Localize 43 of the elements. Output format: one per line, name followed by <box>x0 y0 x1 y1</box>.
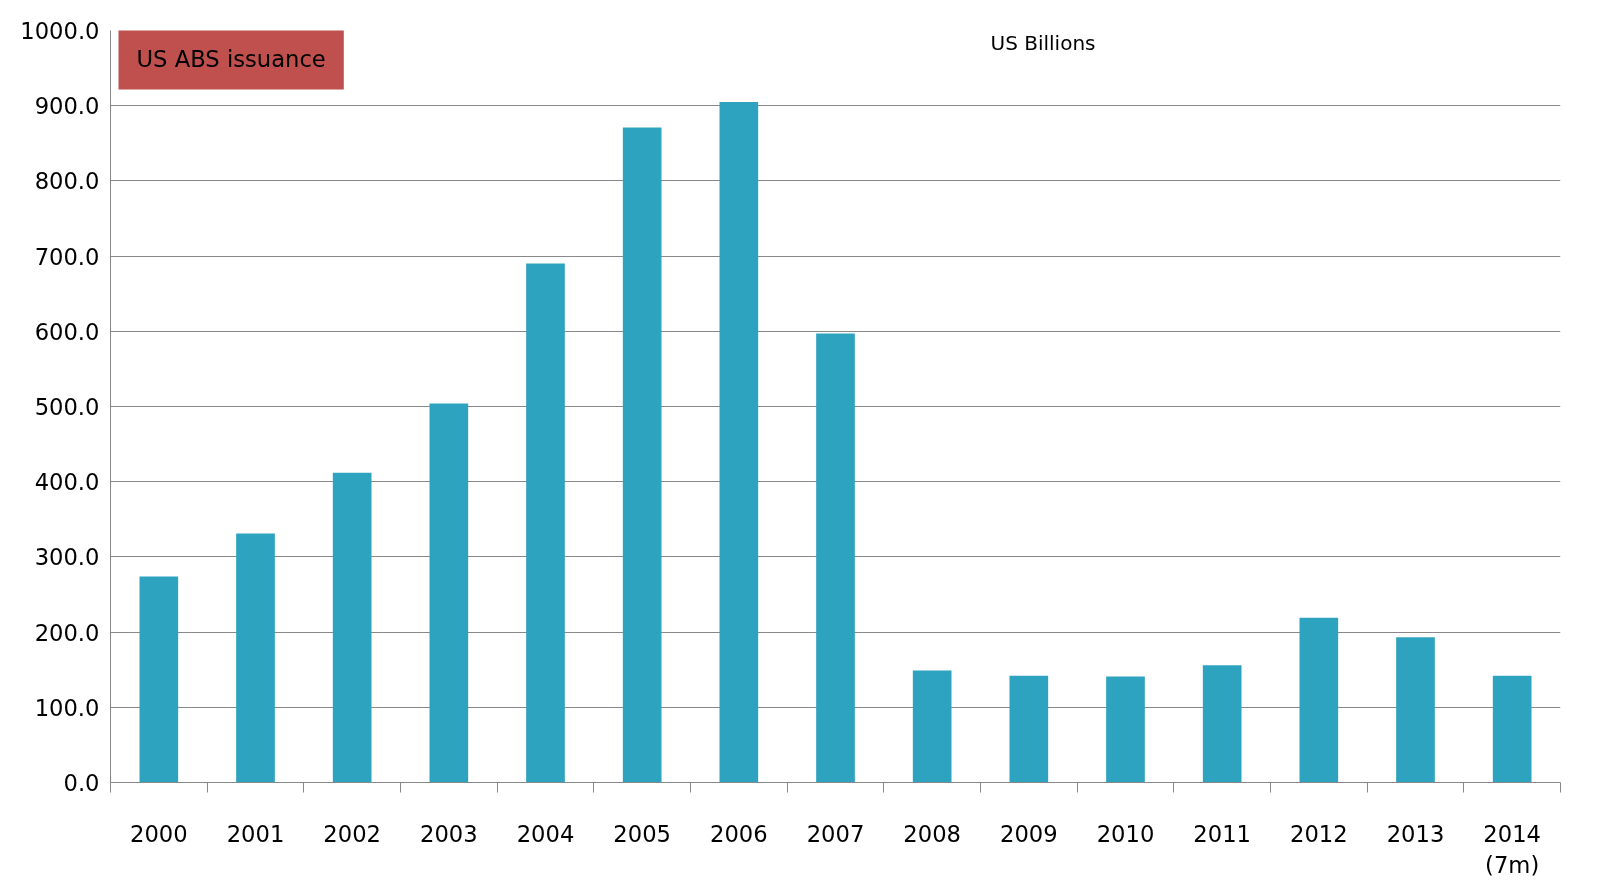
x-tick-label: 2005 <box>613 820 672 847</box>
bar <box>816 333 855 783</box>
x-tick-label: 2002 <box>323 820 382 847</box>
x-tick-label: 2001 <box>226 820 285 847</box>
x-tick-label: 2006 <box>710 820 768 847</box>
x-tick-label: 2014 (7m) <box>1483 820 1542 878</box>
bar <box>1009 675 1049 783</box>
bar <box>1492 675 1532 783</box>
text: US ABS issuance <box>136 45 326 72</box>
y-tick-label: 700.0 <box>34 243 100 270</box>
bar <box>1396 637 1435 783</box>
bar <box>719 101 759 783</box>
y-tick-label: 100.0 <box>34 694 100 721</box>
x-tick-label: 2011 <box>1193 820 1252 847</box>
bar <box>1106 676 1145 783</box>
y-tick-label: 900.0 <box>34 93 100 120</box>
bar <box>622 127 662 783</box>
y-tick-label: 600.0 <box>34 318 100 345</box>
x-tick-label: 2009 <box>1000 820 1058 847</box>
y-tick-label: 1000.0 <box>20 18 100 44</box>
y-tick-label: 500.0 <box>34 394 100 420</box>
x-tick-label: 2004 <box>516 820 575 847</box>
bar <box>526 263 565 783</box>
x-tick-label: 2003 <box>420 820 478 847</box>
bar <box>1299 617 1339 783</box>
bar <box>139 576 179 783</box>
y-tick-label: 800.0 <box>34 168 100 195</box>
y-tick-label: 400.0 <box>34 469 100 496</box>
x-tick-label: 2000 <box>130 820 188 847</box>
x-tick-label: 2008 <box>903 820 962 847</box>
x-tick-label: 2012 <box>1290 820 1348 847</box>
bar <box>912 670 952 783</box>
bar <box>236 533 275 783</box>
bar <box>429 403 469 783</box>
y-tick-label: 0.0 <box>63 770 100 796</box>
y-tick-label: 300.0 <box>34 544 100 571</box>
y-tick-label: 200.0 <box>34 619 100 646</box>
bar <box>332 472 372 783</box>
bar <box>1202 665 1242 783</box>
x-tick-label: 2013 <box>1386 820 1445 847</box>
annotation: US Billions <box>990 30 1096 55</box>
x-tick-label: 2010 <box>1096 820 1155 847</box>
x-tick-label: 2007 <box>806 820 865 847</box>
